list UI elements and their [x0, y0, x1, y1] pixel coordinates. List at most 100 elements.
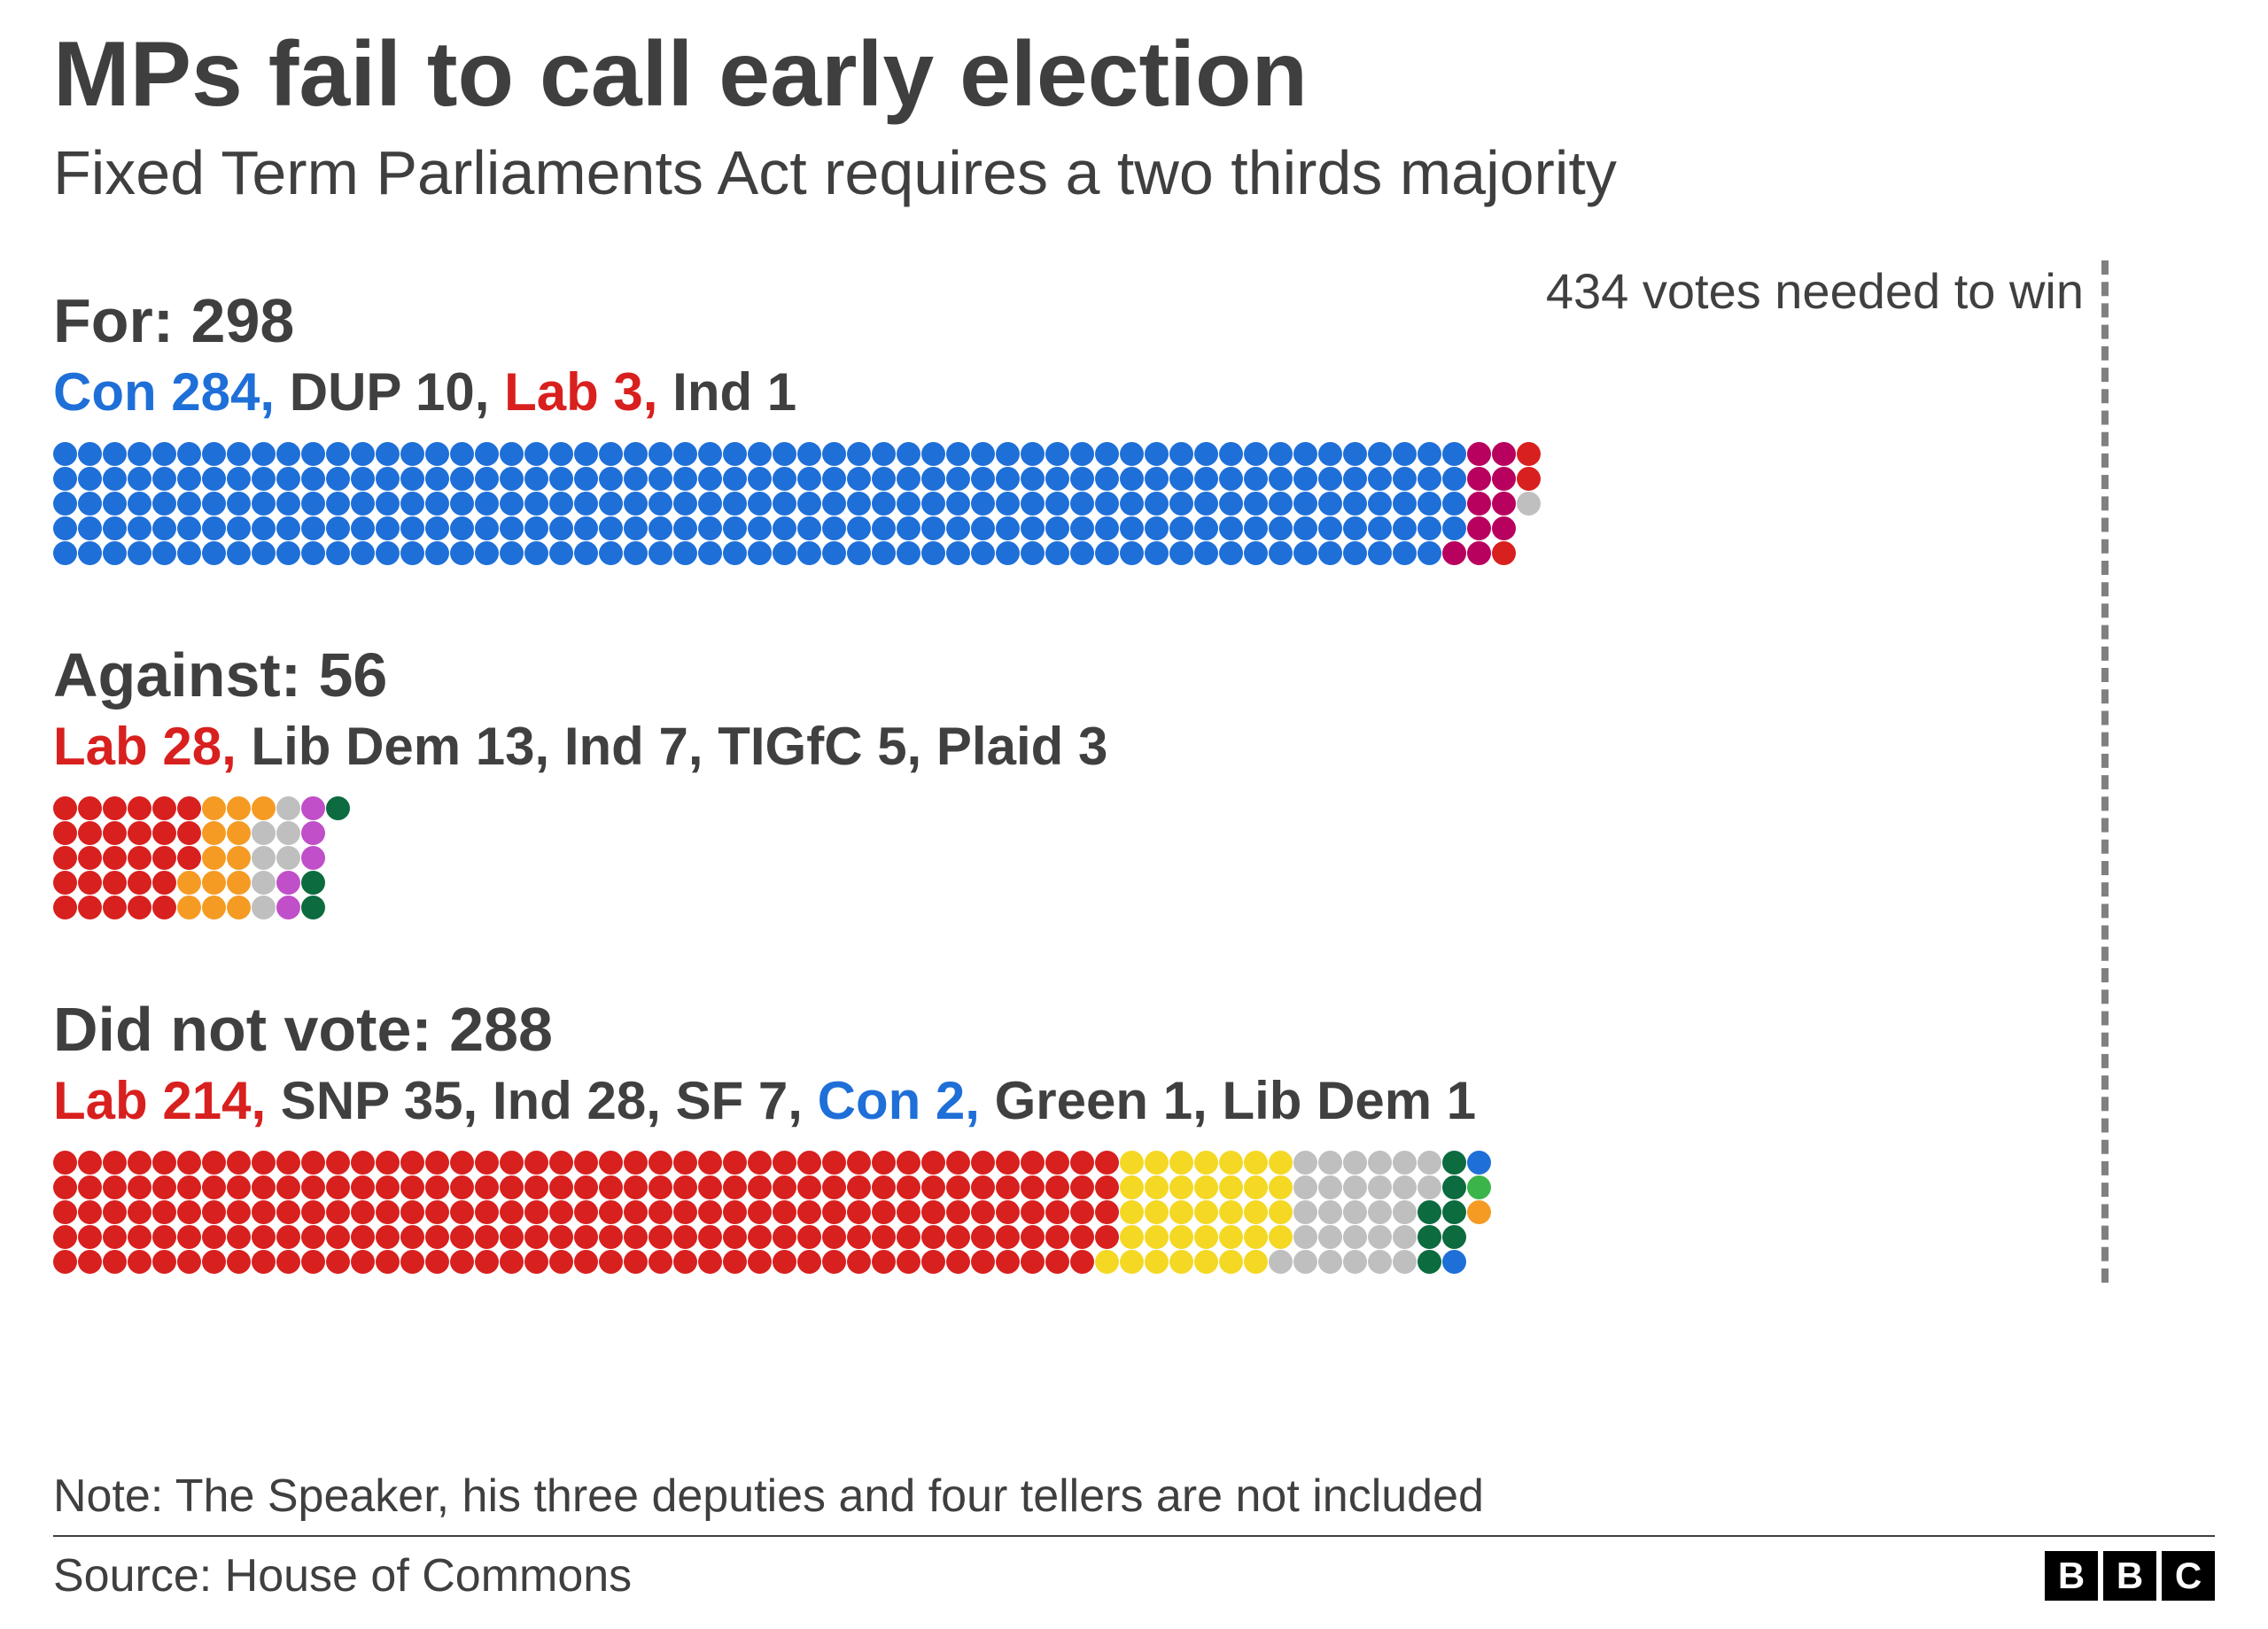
- vote-dot: [1095, 1200, 1119, 1224]
- vote-dot: [1021, 516, 1045, 540]
- vote-dot: [1269, 1225, 1293, 1249]
- vote-dot: [500, 1200, 524, 1224]
- vote-group-dots: [53, 442, 2082, 565]
- vote-dot: [971, 1225, 995, 1249]
- vote-dot: [326, 1250, 350, 1274]
- vote-dot: [128, 796, 151, 820]
- vote-dot: [376, 516, 400, 540]
- vote-dot: [1418, 442, 1441, 466]
- vote-dot: [673, 1151, 697, 1175]
- vote-dot: [376, 1225, 400, 1249]
- vote-dot: [723, 1151, 747, 1175]
- vote-dot: [897, 492, 920, 516]
- vote-dot: [78, 1175, 102, 1199]
- vote-dot: [797, 442, 821, 466]
- vote-dot: [1467, 492, 1491, 516]
- vote-dot: [1244, 1175, 1268, 1199]
- vote-dot: [376, 1200, 400, 1224]
- vote-dot: [847, 1175, 871, 1199]
- vote-dot: [500, 1250, 524, 1274]
- vote-dot: [1219, 1200, 1243, 1224]
- vote-dot: [723, 467, 747, 491]
- vote-dot: [624, 1225, 648, 1249]
- bbc-logo-letter: C: [2162, 1551, 2215, 1601]
- vote-dot: [1492, 442, 1516, 466]
- vote-dot: [1418, 1151, 1441, 1175]
- dot-row: [53, 821, 2082, 845]
- vote-dot: [1368, 1151, 1392, 1175]
- dot-row: [53, 442, 2082, 466]
- vote-dot: [1293, 442, 1317, 466]
- vote-dot: [202, 1151, 226, 1175]
- vote-dot: [748, 541, 772, 565]
- vote-dot: [971, 442, 995, 466]
- vote-dot: [276, 442, 300, 466]
- dot-row: [53, 1175, 2082, 1199]
- vote-dot: [53, 896, 77, 919]
- vote-dot: [1442, 1225, 1466, 1249]
- vote-dot: [1318, 1200, 1342, 1224]
- vote-dot: [599, 1151, 623, 1175]
- vote-dot: [996, 1151, 1020, 1175]
- bbc-logo-letter: B: [2103, 1551, 2156, 1601]
- vote-dot: [1318, 541, 1342, 565]
- vote-dot: [549, 1225, 573, 1249]
- vote-dot: [1070, 1225, 1094, 1249]
- vote-dot: [1095, 1225, 1119, 1249]
- vote-dot: [1194, 442, 1218, 466]
- vote-dot: [152, 541, 176, 565]
- vote-dot: [797, 541, 821, 565]
- vote-dot: [1045, 1250, 1069, 1274]
- vote-dot: [698, 442, 722, 466]
- dot-row: [53, 516, 2082, 540]
- vote-dot: [897, 467, 920, 491]
- vote-dot: [822, 516, 846, 540]
- vote-dot: [773, 442, 796, 466]
- vote-dot: [78, 541, 102, 565]
- vote-dot: [1293, 492, 1317, 516]
- vote-dot: [1194, 467, 1218, 491]
- vote-dot: [797, 492, 821, 516]
- vote-dot: [996, 492, 1020, 516]
- vote-dot: [128, 821, 151, 845]
- vote-dot: [276, 1250, 300, 1274]
- vote-dot: [1442, 1200, 1466, 1224]
- vote-dot: [103, 492, 127, 516]
- vote-dot: [276, 1200, 300, 1224]
- vote-dot: [326, 1175, 350, 1199]
- vote-dot: [1070, 467, 1094, 491]
- vote-dot: [673, 1200, 697, 1224]
- vote-dot: [103, 1151, 127, 1175]
- vote-dot: [252, 1250, 276, 1274]
- vote-dot: [475, 1151, 499, 1175]
- vote-dot: [1244, 442, 1268, 466]
- vote-dot: [847, 1200, 871, 1224]
- vote-dot: [822, 492, 846, 516]
- vote-dot: [326, 1200, 350, 1224]
- vote-dot: [649, 1151, 672, 1175]
- vote-dot: [400, 1200, 424, 1224]
- vote-dot: [847, 1225, 871, 1249]
- vote-dot: [549, 516, 573, 540]
- vote-dot: [128, 516, 151, 540]
- vote-dot: [177, 1200, 201, 1224]
- vote-dot: [177, 871, 201, 895]
- vote-dot: [103, 467, 127, 491]
- vote-dot: [872, 467, 896, 491]
- vote-dot: [921, 1250, 945, 1274]
- vote-dot: [1244, 467, 1268, 491]
- vote-dot: [475, 467, 499, 491]
- vote-dot: [723, 1175, 747, 1199]
- vote-dot: [897, 1225, 920, 1249]
- vote-dot: [450, 1250, 474, 1274]
- vote-dot: [971, 1175, 995, 1199]
- vote-dot: [425, 1250, 449, 1274]
- vote-dot: [1194, 541, 1218, 565]
- vote-dot: [227, 541, 251, 565]
- vote-dot: [1343, 1250, 1367, 1274]
- vote-dot: [252, 1175, 276, 1199]
- threshold-label: 434 votes needed to win: [1546, 262, 2084, 320]
- vote-dot: [822, 1250, 846, 1274]
- vote-dot: [425, 442, 449, 466]
- vote-dot: [698, 492, 722, 516]
